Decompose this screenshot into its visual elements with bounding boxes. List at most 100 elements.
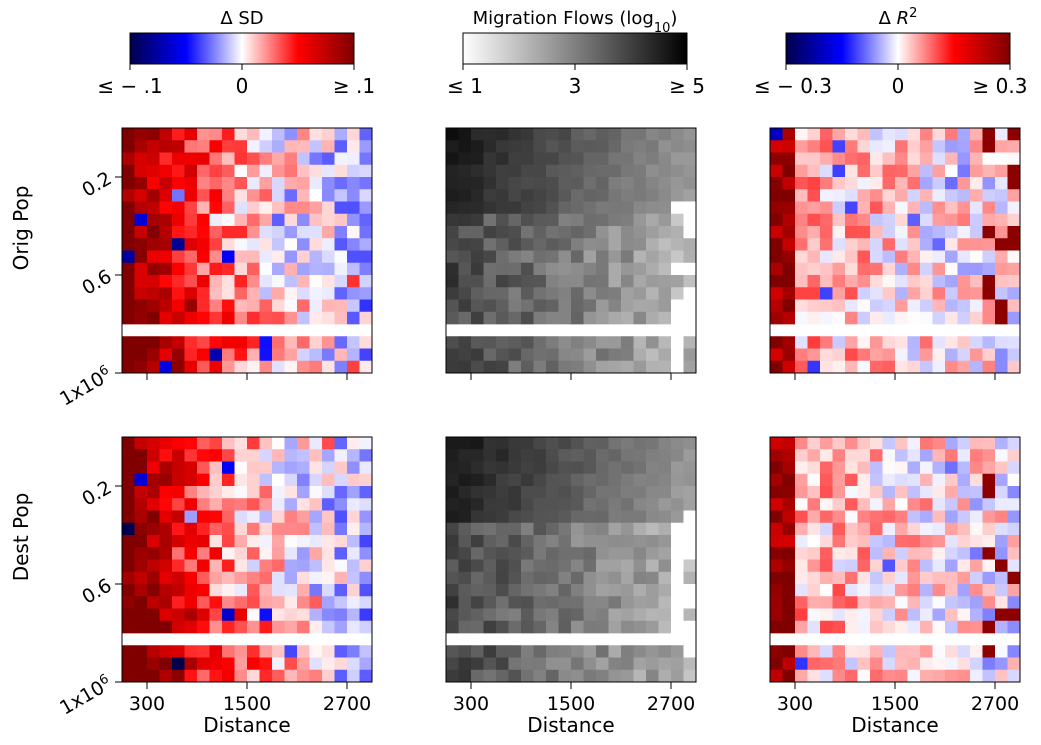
heatmap-cell [807, 596, 821, 609]
heatmap-cell [982, 226, 996, 239]
heatmap-cell [782, 238, 796, 251]
heatmap-cell [234, 608, 248, 622]
heatmap-cell [633, 486, 647, 499]
heatmap-cell [533, 226, 547, 239]
heatmap-cell [134, 201, 148, 215]
heatmap-cell [658, 360, 672, 374]
heatmap-cell [770, 620, 783, 634]
heatmap-cell [558, 336, 572, 349]
heatmap-cell [209, 547, 223, 560]
heatmap-cell [920, 461, 933, 475]
heatmap-cell [870, 164, 883, 178]
heatmap-cell [658, 226, 672, 239]
heatmap-cell [521, 669, 534, 683]
heatmap-cell [920, 275, 933, 288]
heatmap-cell [845, 250, 858, 264]
heatmap-cell [197, 287, 210, 300]
heatmap-cell [446, 152, 459, 166]
heatmap-cell [658, 620, 672, 634]
heatmap-cell [483, 669, 497, 683]
heatmap-cell [945, 128, 958, 141]
heatmap-cell [247, 360, 260, 374]
heatmap-cell [483, 498, 497, 511]
heatmap-cell [658, 669, 672, 683]
heatmap-cell [596, 336, 609, 349]
heatmap-cell [608, 213, 622, 227]
heatmap-cell [658, 152, 672, 166]
heatmap-cell [646, 486, 659, 499]
heatmap-cell [297, 437, 310, 450]
heatmap-cell [197, 473, 210, 487]
heatmap-cell [209, 128, 223, 141]
heatmap-cell [234, 238, 248, 251]
heatmap-cell [496, 620, 509, 634]
heatmap-cell [1007, 559, 1021, 573]
heatmap-cell [845, 287, 858, 300]
heatmap-cell [995, 473, 1008, 487]
heatmap-cell [471, 250, 484, 264]
heatmap-cell [795, 299, 808, 313]
heatmap-cell [683, 189, 697, 202]
heatmap-cell [222, 498, 235, 511]
heatmap-cell [471, 645, 484, 658]
heatmap-cell [309, 140, 323, 153]
heatmap-cell [347, 262, 360, 276]
heatmap-cell [832, 128, 846, 141]
heatmap-cell [795, 250, 808, 264]
heatmap-cell [957, 287, 971, 300]
heatmap-cell [359, 584, 373, 597]
heatmap-cell [945, 360, 958, 374]
heatmap-cell [147, 437, 160, 450]
heatmap-cell [982, 437, 996, 450]
heatmap-cell [882, 213, 896, 227]
heatmap-cell [184, 152, 198, 166]
heatmap-cell [583, 547, 597, 560]
heatmap-cell [259, 164, 273, 178]
heatmap-cell [957, 164, 971, 178]
heatmap-cell [347, 547, 360, 560]
heatmap-cell [533, 177, 547, 190]
heatmap-cell [683, 559, 697, 573]
heatmap-cell [895, 486, 908, 499]
heatmap-cell [172, 250, 185, 264]
heatmap-cell [970, 461, 983, 475]
heatmap-cell [1007, 287, 1021, 300]
heatmap-cell [882, 201, 896, 215]
heatmap-cell [608, 473, 622, 487]
heatmap-cell [870, 669, 883, 683]
heatmap-cell [995, 213, 1008, 227]
heatmap-cell [197, 140, 210, 153]
heatmap-cell [359, 262, 373, 276]
heatmap-cell [995, 620, 1008, 634]
heatmap-cell [222, 584, 235, 597]
heatmap-cell [845, 559, 858, 573]
heatmap-cell [621, 620, 634, 634]
heatmap-cell [945, 164, 958, 178]
heatmap-cell [820, 596, 833, 609]
heatmap-cell [795, 547, 808, 560]
heatmap-cell [945, 620, 958, 634]
heatmap-cell [608, 510, 622, 524]
heatmap-cell [272, 498, 285, 511]
heatmap-cell [234, 559, 248, 573]
heatmap-cell [621, 437, 634, 450]
heatmap-cell [184, 510, 198, 524]
heatmap-cell [982, 128, 996, 141]
heatmap-cell [322, 164, 335, 178]
heatmap-cell [658, 657, 672, 671]
heatmap-cell [558, 645, 572, 658]
heatmap-cell [970, 250, 983, 264]
heatmap-cell [508, 571, 522, 585]
heatmap-cell [209, 486, 223, 499]
heatmap-cell [608, 164, 622, 178]
heatmap-cell [633, 608, 647, 622]
heatmap-cell [571, 486, 584, 499]
heatmap-cell [807, 669, 821, 683]
heatmap-cell [770, 547, 783, 560]
heatmap-cell [322, 498, 335, 511]
heatmap-cell [259, 437, 273, 450]
heatmap-cell [870, 522, 883, 536]
heatmap-cell [596, 140, 609, 153]
heatmap-cell [446, 128, 459, 141]
